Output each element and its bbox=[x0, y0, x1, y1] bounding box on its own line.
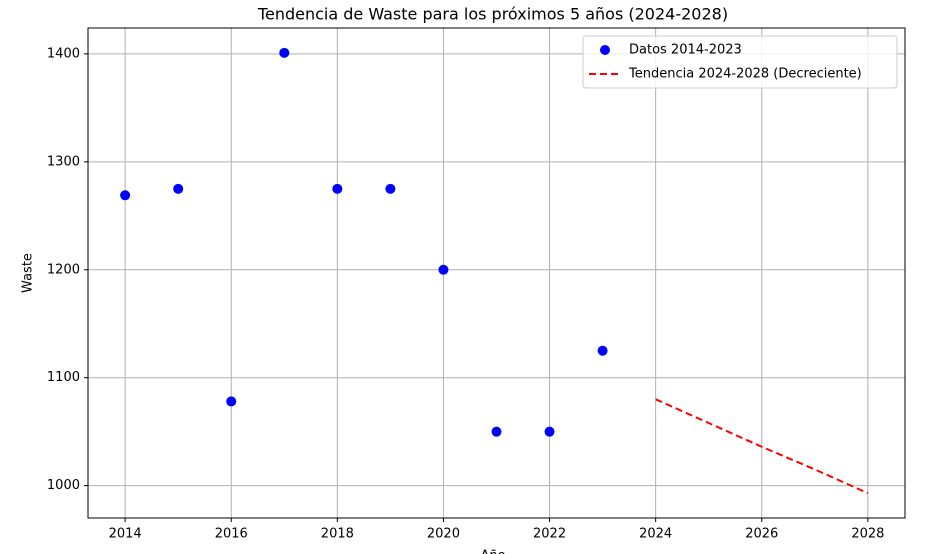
data-point bbox=[279, 47, 290, 58]
x-tick-label: 2016 bbox=[215, 527, 248, 542]
legend-label: Datos 2014-2023 bbox=[629, 43, 742, 58]
y-tick-label: 1300 bbox=[47, 154, 80, 169]
x-tick-label: 2024 bbox=[639, 527, 672, 542]
y-tick-label: 1000 bbox=[47, 478, 80, 493]
legend-marker bbox=[600, 45, 610, 55]
chart-title: Tendencia de Waste para los próximos 5 a… bbox=[257, 5, 728, 24]
x-tick-label: 2018 bbox=[321, 527, 354, 542]
legend-label: Tendencia 2024-2028 (Decreciente) bbox=[628, 67, 862, 82]
trend-line bbox=[655, 398, 869, 495]
data-point bbox=[544, 426, 555, 437]
y-tick-label: 1400 bbox=[47, 46, 80, 61]
x-axis-label: Año bbox=[480, 549, 505, 554]
data-point bbox=[173, 183, 184, 194]
plot-frame bbox=[87, 27, 906, 519]
x-tick-label: 2020 bbox=[427, 527, 460, 542]
data-point bbox=[226, 396, 237, 407]
x-tick-label: 2014 bbox=[109, 527, 142, 542]
data-point bbox=[332, 183, 343, 194]
y-tick-label: 1200 bbox=[47, 262, 80, 277]
x-tick-label: 2028 bbox=[851, 527, 884, 542]
data-point bbox=[438, 264, 449, 275]
legend-box bbox=[582, 35, 898, 89]
x-tick-label: 2026 bbox=[745, 527, 778, 542]
data-point bbox=[597, 345, 608, 356]
x-tick-label: 2022 bbox=[533, 527, 566, 542]
data-point bbox=[385, 183, 396, 194]
data-point bbox=[120, 190, 131, 201]
data-point bbox=[491, 426, 502, 437]
y-tick-label: 1100 bbox=[47, 370, 80, 385]
y-axis-label: Waste bbox=[21, 253, 36, 293]
